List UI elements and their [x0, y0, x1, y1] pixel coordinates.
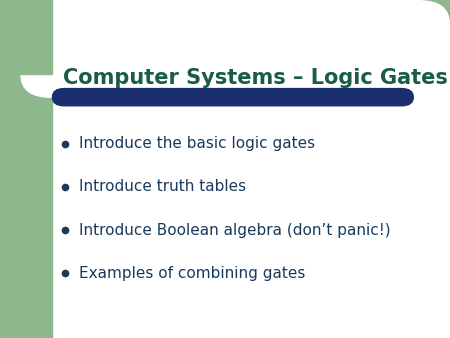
FancyBboxPatch shape	[52, 88, 414, 106]
Text: Examples of combining gates: Examples of combining gates	[79, 266, 305, 281]
Bar	[0, 0, 52, 338]
FancyBboxPatch shape	[20, 0, 450, 98]
Text: Introduce the basic logic gates: Introduce the basic logic gates	[79, 136, 315, 151]
Text: Introduce truth tables: Introduce truth tables	[79, 179, 246, 194]
Text: Introduce Boolean algebra (don’t panic!): Introduce Boolean algebra (don’t panic!)	[79, 223, 391, 238]
Bar	[0, 0, 450, 74]
Bar	[0, 0, 52, 74]
Text: Computer Systems – Logic Gates: Computer Systems – Logic Gates	[63, 68, 448, 88]
